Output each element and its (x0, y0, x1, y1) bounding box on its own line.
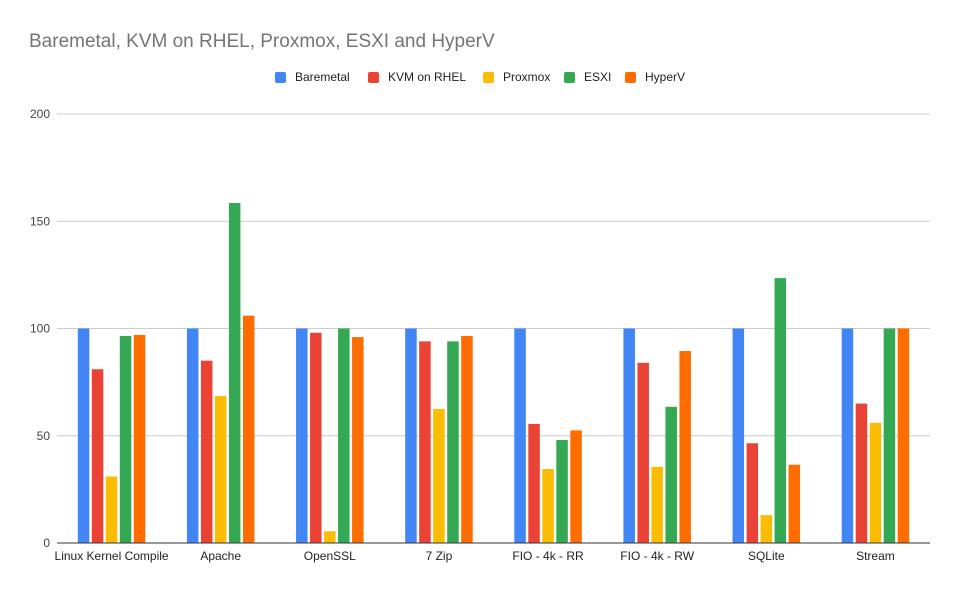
bar-baremetal-1 (186, 328, 199, 543)
legend-item: Baremetal (275, 70, 350, 84)
legend-swatch (368, 71, 379, 83)
x-tick-label: Linux Kernel Compile (55, 549, 169, 563)
bar-proxmox-4 (542, 468, 554, 543)
chart-title: Baremetal, KVM on RHEL, Proxmox, ESXI an… (29, 31, 495, 52)
bar-esxi-1 (228, 203, 241, 543)
bar-esxi-2 (338, 328, 350, 543)
legend-item: ESXI (564, 70, 611, 84)
bar-kvm-on-rhel-6 (746, 443, 759, 543)
y-tick-label: 50 (37, 429, 51, 443)
bar-proxmox-5 (651, 466, 663, 543)
bar-esxi-4 (556, 440, 568, 543)
bar-proxmox-0 (105, 476, 118, 543)
x-tick-label: FIO - 4k - RW (620, 549, 694, 563)
x-tick-label: 7 Zip (426, 549, 453, 563)
x-tick-label: OpenSSL (304, 549, 356, 563)
bar-hyperv-7 (897, 328, 910, 543)
bar-hyperv-2 (352, 337, 364, 543)
bar-kvm-on-rhel-0 (91, 369, 104, 543)
bar-esxi-5 (665, 406, 677, 543)
bar-baremetal-0 (77, 328, 90, 543)
bar-esxi-6 (774, 278, 787, 543)
bar-kvm-on-rhel-3 (419, 341, 431, 543)
legend-item: KVM on RHEL (368, 70, 466, 84)
bar-baremetal-5 (623, 328, 635, 543)
legend-label: ESXI (584, 70, 612, 84)
x-tick-label: SQLite (748, 549, 785, 563)
legend-label: HyperV (645, 70, 686, 84)
bar-kvm-on-rhel-7 (855, 403, 868, 543)
y-tick-label: 0 (43, 536, 50, 550)
bar-hyperv-0 (133, 334, 146, 543)
bar-proxmox-2 (324, 531, 336, 543)
bar-hyperv-1 (242, 315, 255, 543)
y-tick-label: 200 (30, 107, 50, 121)
x-tick-label: Apache (200, 549, 241, 563)
bar-esxi-7 (883, 328, 896, 543)
bar-esxi-3 (447, 341, 459, 543)
bar-kvm-on-rhel-1 (200, 360, 213, 543)
bar-baremetal-2 (296, 328, 308, 543)
bar-proxmox-1 (214, 396, 227, 543)
bar-baremetal-6 (732, 328, 745, 543)
bar-esxi-0 (119, 336, 132, 543)
bar-proxmox-3 (433, 408, 445, 543)
bar-baremetal-3 (405, 328, 417, 543)
x-tick-label: Stream (856, 549, 895, 563)
x-tick-label: FIO - 4k - RR (512, 549, 584, 563)
legend-item: Proxmox (483, 70, 550, 84)
legend-swatch (483, 71, 494, 83)
bar-hyperv-3 (461, 336, 473, 543)
bar-baremetal-7 (841, 328, 854, 543)
legend-label: Baremetal (295, 70, 350, 84)
y-tick-label: 150 (30, 214, 50, 228)
y-tick-label: 100 (30, 322, 50, 336)
legend-item: HyperV (625, 70, 685, 84)
bar-hyperv-4 (570, 430, 582, 543)
bar-proxmox-7 (869, 422, 882, 543)
bar-proxmox-6 (760, 515, 773, 543)
legend-swatch (275, 71, 286, 83)
legend-swatch (564, 71, 575, 83)
bar-hyperv-6 (788, 464, 801, 543)
legend-label: KVM on RHEL (388, 70, 467, 84)
legend-swatch (625, 71, 636, 83)
legend-label: Proxmox (503, 70, 551, 84)
bar-kvm-on-rhel-2 (310, 332, 322, 543)
bar-kvm-on-rhel-5 (637, 362, 649, 543)
bar-baremetal-4 (514, 328, 526, 543)
bar-hyperv-5 (679, 351, 691, 543)
legend: Baremetal KVM on RHEL Proxmox ESXI HyperV (0, 70, 959, 90)
bar-kvm-on-rhel-4 (528, 423, 540, 543)
